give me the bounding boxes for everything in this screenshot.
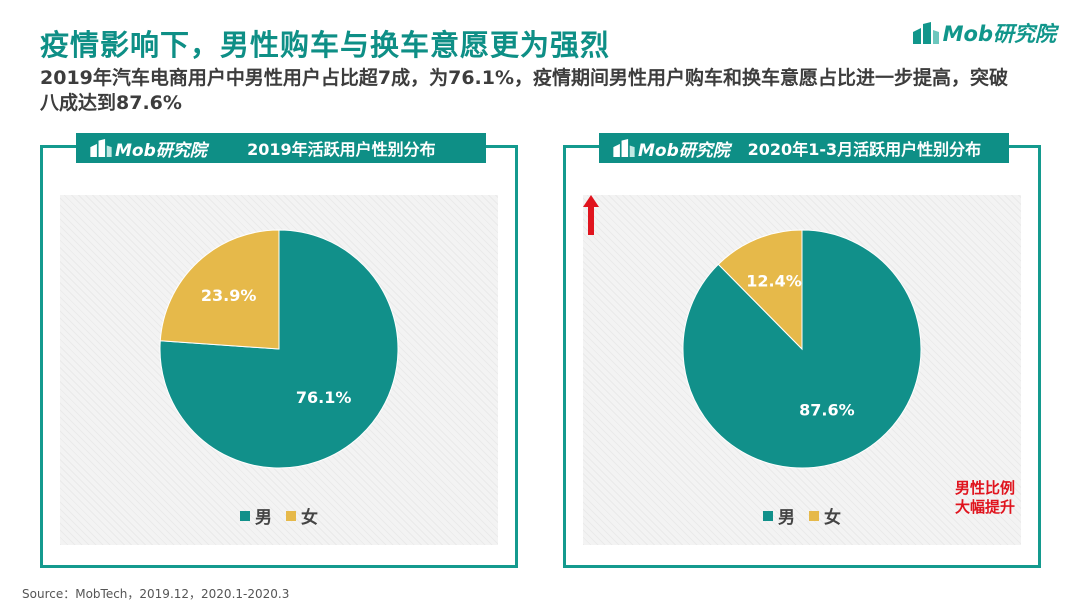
plot-area: 87.6% 12.4% 男性比例 大幅提升 男 女 (583, 195, 1021, 545)
panel-header: Mob研究院 2019年活跃用户性别分布 (76, 133, 486, 163)
legend-item-male: 男 (240, 503, 272, 528)
data-label-female: 12.4% (746, 272, 802, 291)
legend: 男 女 (583, 503, 1021, 528)
page-title: 疫情影响下，男性购车与换车意愿更为强烈 (40, 28, 611, 62)
annotation-line: 男性比例 (955, 479, 1016, 497)
pie-slice-female (717, 229, 803, 351)
panel-brand-name: Mob研究院 (638, 140, 730, 161)
pie-chart: 87.6% 12.4% (682, 229, 922, 469)
panel-brand: Mob研究院 (90, 136, 207, 161)
chart-title: 2020年1-3月活跃用户性别分布 (747, 140, 982, 159)
legend-swatch-female (286, 510, 296, 521)
pie-chart: 76.1% 23.9% (159, 229, 399, 469)
legend-swatch-male (763, 510, 773, 521)
brand-logo: Mob研究院 (912, 18, 1056, 48)
data-label-male: 76.1% (296, 388, 352, 407)
legend-item-male: 男 (763, 503, 795, 528)
building-icon (613, 139, 635, 157)
source-note: Source：MobTech，2019.12，2020.1-2020.3 (22, 587, 290, 601)
page-subtitle: 2019年汽车电商用户中男性用户占比超7成，为76.1%，疫情期间男性用户购车和… (40, 67, 1009, 114)
data-label-female: 23.9% (201, 286, 257, 305)
panel-2020: Mob研究院 2020年1-3月活跃用户性别分布 87.6% 12.4% 男性比例… (563, 133, 1041, 568)
legend-swatch-male (240, 510, 250, 521)
legend-label-male: 男 (778, 508, 795, 528)
legend-label-female: 女 (824, 508, 841, 528)
legend-item-female: 女 (286, 503, 318, 528)
annotation-line: 大幅提升 (955, 498, 1016, 516)
legend-swatch-female (809, 510, 819, 521)
legend-label-female: 女 (301, 508, 318, 528)
panel-2019: Mob研究院 2019年活跃用户性别分布 76.1% 23.9% 男 女 (40, 133, 518, 568)
plot-area: 76.1% 23.9% 男 女 (60, 195, 498, 545)
annotation-note: 男性比例 大幅提升 (955, 479, 1025, 517)
building-icon (90, 139, 112, 157)
pie-slice-female (159, 229, 280, 350)
legend-item-female: 女 (809, 503, 841, 528)
up-arrow-icon (583, 195, 599, 235)
panel-brand-name: Mob研究院 (115, 140, 207, 161)
pie-slice-male (159, 229, 399, 469)
panel-header: Mob研究院 2020年1-3月活跃用户性别分布 (599, 133, 1009, 163)
legend: 男 女 (60, 503, 498, 528)
legend-label-male: 男 (255, 508, 272, 528)
brand-name: Mob研究院 (942, 22, 1056, 46)
panel-brand: Mob研究院 (613, 136, 730, 161)
chart-title: 2019年活跃用户性别分布 (247, 140, 436, 159)
data-label-male: 87.6% (799, 401, 855, 420)
building-icon (912, 22, 939, 44)
